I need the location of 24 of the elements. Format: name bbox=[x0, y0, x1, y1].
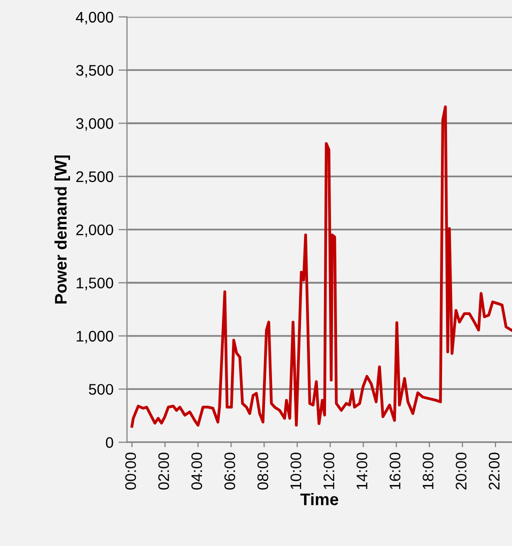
y-axis-title: Power demand [W] bbox=[54, 156, 70, 304]
y-tick-label: 0 bbox=[106, 437, 114, 448]
x-axis-title: Time bbox=[300, 492, 338, 506]
x-tick-label: 18:00 bbox=[422, 452, 434, 490]
x-tick-label: 14:00 bbox=[356, 452, 368, 490]
line-series bbox=[130, 105, 512, 428]
x-tick-label: 16:00 bbox=[390, 452, 400, 490]
y-tick-label: 1,500 bbox=[76, 278, 114, 290]
x-tick-label: 00:00 bbox=[125, 452, 136, 490]
y-tick-label: 500 bbox=[88, 384, 114, 395]
x-tick-label: 22:00 bbox=[488, 452, 500, 490]
y-tick-label: 2,500 bbox=[76, 171, 114, 184]
y-tick-label: 2,000 bbox=[76, 224, 114, 238]
x-tick-label: 08:00 bbox=[257, 452, 268, 490]
x-tick-label: 20:00 bbox=[456, 452, 467, 490]
x-tick-label: 04:00 bbox=[191, 452, 202, 490]
x-tick-label: 10:00 bbox=[290, 452, 302, 490]
y-tick-label: 1,000 bbox=[76, 330, 114, 344]
x-tick-label: 06:00 bbox=[224, 452, 236, 490]
y-tick-label: 3,500 bbox=[76, 64, 114, 78]
y-tick-label: 3,000 bbox=[76, 118, 114, 131]
x-tick-label: 02:00 bbox=[158, 452, 170, 490]
y-tick-label: 4,000 bbox=[76, 12, 114, 24]
x-tick-label: 12:00 bbox=[324, 452, 334, 490]
